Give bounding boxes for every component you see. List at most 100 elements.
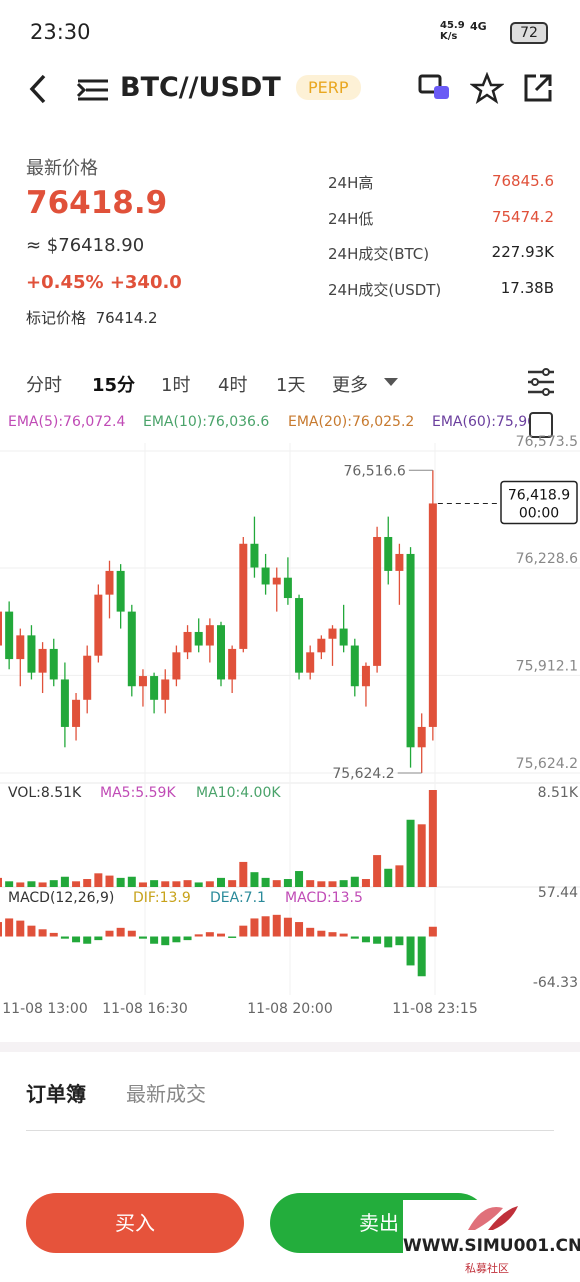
candle-body xyxy=(361,665,370,687)
volume-bar xyxy=(406,819,415,887)
volume-bar xyxy=(194,882,203,887)
countdown: 00:00 xyxy=(519,505,559,521)
candle-body xyxy=(317,638,326,653)
candle-body xyxy=(328,628,337,639)
stat-value: 227.93K xyxy=(491,243,554,261)
volume-bar xyxy=(205,881,214,887)
macd-bar xyxy=(217,933,225,937)
interval-tab[interactable]: 4时 xyxy=(218,375,248,396)
change-abs: +340.0 xyxy=(109,272,182,293)
macd-bar xyxy=(295,922,304,937)
volume-bar xyxy=(217,877,225,887)
volume-bar xyxy=(250,872,259,887)
macd-bar xyxy=(183,936,192,941)
interval-tab[interactable]: 1天 xyxy=(276,375,306,396)
macd-bar xyxy=(395,936,404,946)
settings-icon[interactable] xyxy=(526,368,556,396)
candle-body xyxy=(228,648,237,680)
candle-body xyxy=(373,536,382,666)
orderbook-tab[interactable]: 订单簿 xyxy=(26,1082,86,1106)
buy-button[interactable]: 买入 xyxy=(26,1193,244,1253)
macd-bar xyxy=(72,936,81,943)
battery: 72 xyxy=(510,22,548,44)
fullscreen-icon xyxy=(529,412,553,438)
volume-bar xyxy=(83,879,92,887)
back-button[interactable] xyxy=(24,72,54,106)
usd-price: ≈ $76418.90 xyxy=(26,235,145,256)
candle-body xyxy=(406,553,415,748)
candle-body xyxy=(0,611,2,646)
volume-bar xyxy=(283,879,292,887)
candle-body xyxy=(150,676,159,700)
candle-body xyxy=(72,699,81,727)
macd-bar xyxy=(306,927,315,937)
macd-bar xyxy=(239,925,248,937)
volume-bar xyxy=(27,881,36,887)
volume-bar xyxy=(161,881,170,887)
macd-bar xyxy=(428,926,437,937)
interval-tab[interactable]: 分时 xyxy=(26,375,62,396)
candle-body xyxy=(428,503,437,727)
candle-body xyxy=(27,635,36,673)
change-pct: +0.45% xyxy=(26,272,104,293)
x-tick-label: 11-08 16:30 xyxy=(102,1001,187,1017)
candle-body xyxy=(417,726,426,748)
more-arrow[interactable] xyxy=(383,376,399,388)
candle-body xyxy=(172,652,181,680)
mark-value: 76414.2 xyxy=(95,309,158,327)
perp-tag: PERP xyxy=(296,75,361,100)
speed: 45.9 xyxy=(440,20,465,31)
share-icon[interactable] xyxy=(522,72,554,104)
volume-bar xyxy=(328,881,337,887)
candle-body xyxy=(5,611,14,660)
interval-tab[interactable]: 15分 xyxy=(92,375,136,396)
macd-label: MACD:13.5 xyxy=(285,890,363,906)
candle-body xyxy=(183,631,192,653)
interval-tab[interactable]: 更多 xyxy=(332,375,368,396)
macd-bar xyxy=(339,933,348,937)
screen-icon[interactable] xyxy=(418,72,454,104)
stat-value: 17.38B xyxy=(500,278,554,297)
vol-label: MA5:5.59K xyxy=(100,785,176,801)
volume-bar xyxy=(361,879,370,887)
macd-bar xyxy=(373,936,382,944)
macd-tick-label: -64.33 xyxy=(533,975,578,991)
macd-label: DIF:13.9 xyxy=(133,890,191,906)
stat-label: 24H成交(BTC) xyxy=(328,245,430,263)
volume-bar xyxy=(183,880,192,887)
volume-bar xyxy=(306,880,315,887)
x-tick-label: 11-08 23:15 xyxy=(392,1001,477,1017)
stat-label: 24H成交(USDT) xyxy=(328,280,442,299)
trades-tab[interactable]: 最新成交 xyxy=(126,1082,206,1106)
macd-bar xyxy=(16,920,25,937)
volume-bar xyxy=(395,865,404,887)
interval-tab[interactable]: 1时 xyxy=(161,375,191,396)
mark-price: 标记价格 76414.2 xyxy=(26,307,158,328)
volume-bar xyxy=(5,881,14,887)
macd-bar xyxy=(317,930,326,937)
macd-bar xyxy=(250,918,259,937)
macd-bar xyxy=(161,936,170,946)
macd-bar xyxy=(228,936,237,938)
watermark: WWW.SIMU001.CN 私募社区 xyxy=(403,1200,580,1282)
current-box xyxy=(500,480,578,525)
macd-bar xyxy=(194,934,203,937)
star-icon[interactable] xyxy=(470,72,504,104)
change: +0.45% +340.0 xyxy=(26,272,182,293)
candle-body xyxy=(60,679,69,727)
divider xyxy=(0,1042,580,1052)
volume-bar xyxy=(417,824,426,887)
candle-body xyxy=(116,570,125,612)
volume-bar xyxy=(38,882,47,887)
macd-label: DEA:7.1 xyxy=(210,890,266,906)
menu-icon[interactable] xyxy=(76,78,110,102)
volume-bar xyxy=(105,875,114,887)
volume-bar xyxy=(339,880,348,887)
candle-body xyxy=(239,543,248,649)
network: 4G xyxy=(470,20,487,33)
price-label: 最新价格 xyxy=(26,158,98,179)
macd-bar xyxy=(205,932,214,937)
volume-bar xyxy=(172,881,181,887)
macd-bar xyxy=(38,929,47,937)
